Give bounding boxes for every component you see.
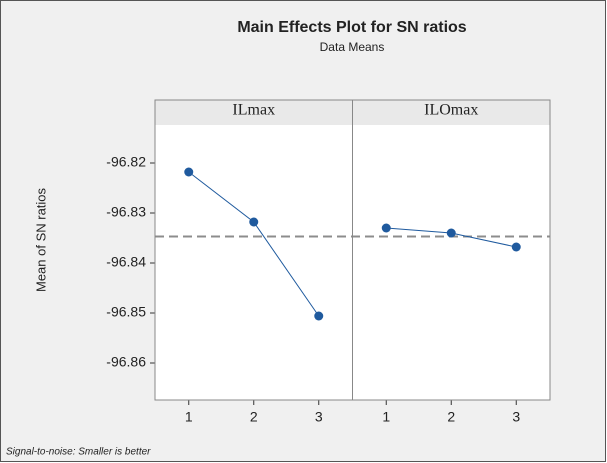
point bbox=[249, 217, 259, 227]
x-tick-label: 3 bbox=[512, 409, 520, 425]
panel-frame bbox=[352, 99, 551, 401]
y-tick-label: -96.84 bbox=[106, 254, 146, 270]
panel bbox=[155, 125, 353, 400]
x-tick-label: 2 bbox=[447, 409, 455, 425]
chart-subtitle: Data Means bbox=[320, 40, 385, 54]
x-tick-label: 1 bbox=[185, 409, 193, 425]
y-tick-label: -96.83 bbox=[106, 204, 146, 220]
y-axis-label: Mean of SN ratios bbox=[33, 187, 48, 292]
point bbox=[381, 223, 391, 233]
x-tick-label: 1 bbox=[382, 409, 390, 425]
point bbox=[511, 242, 521, 252]
point bbox=[184, 167, 194, 177]
point bbox=[314, 311, 324, 321]
panel-header bbox=[352, 100, 550, 125]
footnote: Signal-to-noise: Smaller is better bbox=[6, 447, 151, 458]
point bbox=[446, 228, 456, 238]
panel bbox=[352, 125, 550, 400]
y-tick-label: -96.82 bbox=[106, 154, 146, 170]
x-tick-label: 3 bbox=[315, 409, 323, 425]
chart-title: Main Effects Plot for SN ratios bbox=[237, 19, 466, 36]
y-tick-label: -96.86 bbox=[106, 354, 146, 370]
x-tick-label: 2 bbox=[250, 409, 258, 425]
panel-title: ILmax bbox=[232, 102, 275, 119]
y-tick-label: -96.85 bbox=[106, 304, 146, 320]
panel-header bbox=[155, 100, 353, 125]
panel-title: ILOmax bbox=[424, 102, 478, 119]
